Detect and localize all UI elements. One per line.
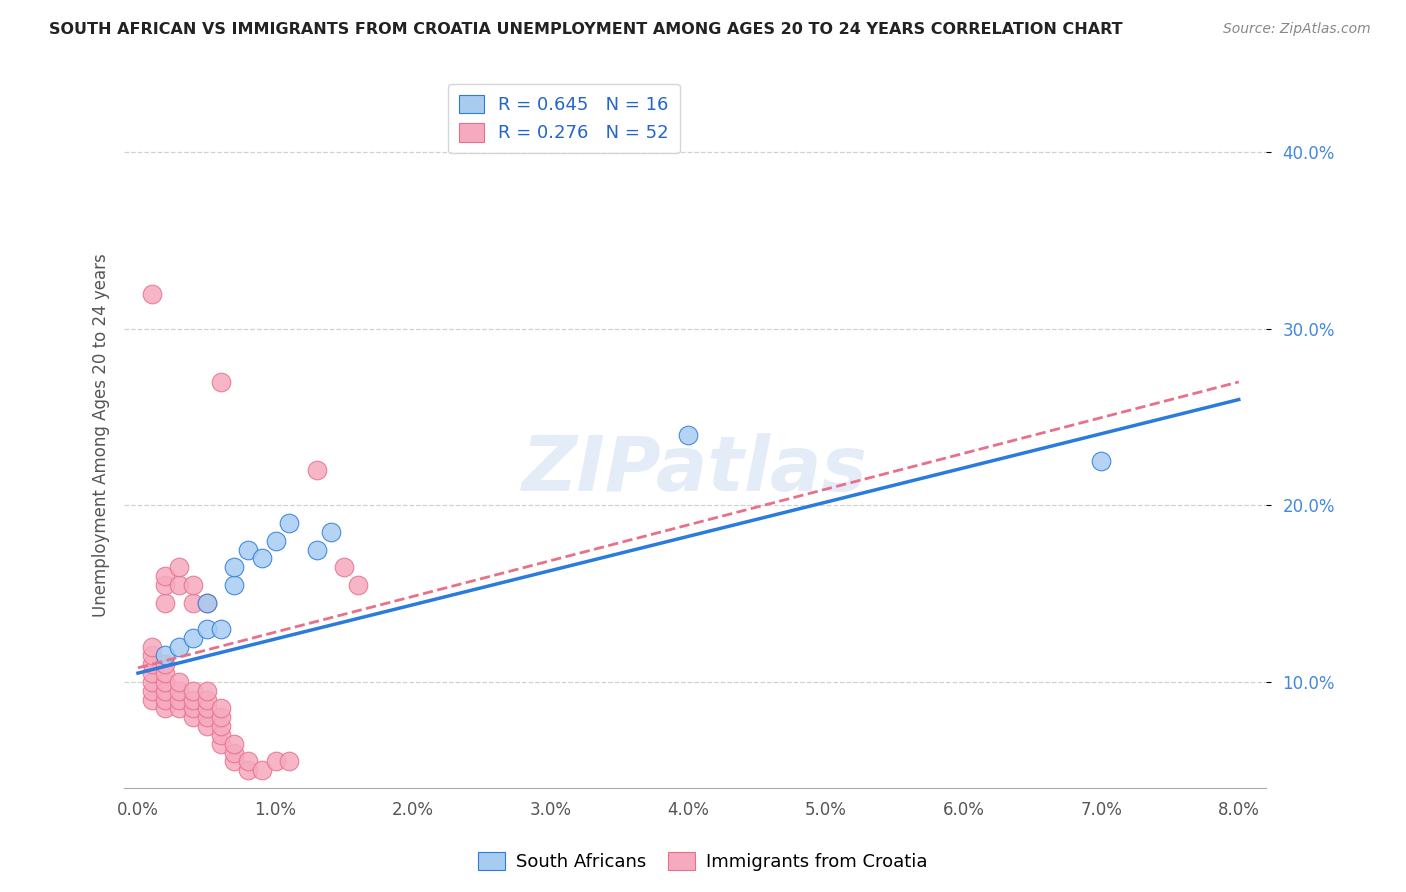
Point — [167, 692, 190, 706]
Point — [305, 463, 328, 477]
Point — [209, 622, 232, 636]
Point — [236, 755, 259, 769]
Point — [141, 648, 163, 663]
Point — [224, 578, 246, 592]
Point — [195, 622, 218, 636]
Point — [209, 701, 232, 715]
Point — [195, 595, 218, 609]
Text: ZIPatlas: ZIPatlas — [522, 434, 869, 508]
Point — [209, 737, 232, 751]
Point — [155, 648, 177, 663]
Point — [236, 542, 259, 557]
Legend: South Africans, Immigrants from Croatia: South Africans, Immigrants from Croatia — [471, 845, 935, 879]
Point — [155, 657, 177, 672]
Point — [224, 560, 246, 574]
Y-axis label: Unemployment Among Ages 20 to 24 years: Unemployment Among Ages 20 to 24 years — [93, 253, 110, 616]
Point — [347, 578, 370, 592]
Point — [209, 719, 232, 733]
Point — [155, 569, 177, 583]
Point — [195, 595, 218, 609]
Point — [155, 675, 177, 690]
Point — [195, 683, 218, 698]
Legend: R = 0.645   N = 16, R = 0.276   N = 52: R = 0.645 N = 16, R = 0.276 N = 52 — [449, 84, 681, 153]
Point — [236, 763, 259, 777]
Point — [141, 640, 163, 654]
Point — [278, 516, 301, 530]
Point — [181, 701, 204, 715]
Point — [155, 701, 177, 715]
Point — [167, 675, 190, 690]
Point — [155, 692, 177, 706]
Point — [319, 524, 342, 539]
Point — [195, 719, 218, 733]
Point — [1090, 454, 1112, 468]
Point — [141, 683, 163, 698]
Text: Source: ZipAtlas.com: Source: ZipAtlas.com — [1223, 22, 1371, 37]
Point — [167, 640, 190, 654]
Point — [141, 692, 163, 706]
Point — [264, 755, 287, 769]
Point — [141, 666, 163, 681]
Point — [224, 755, 246, 769]
Point — [155, 578, 177, 592]
Point — [195, 692, 218, 706]
Point — [181, 692, 204, 706]
Point — [264, 533, 287, 548]
Point — [250, 551, 273, 566]
Point — [181, 710, 204, 724]
Point — [195, 710, 218, 724]
Point — [181, 631, 204, 645]
Point — [333, 560, 356, 574]
Point — [181, 595, 204, 609]
Point — [209, 710, 232, 724]
Point — [181, 683, 204, 698]
Point — [209, 728, 232, 742]
Point — [155, 595, 177, 609]
Text: SOUTH AFRICAN VS IMMIGRANTS FROM CROATIA UNEMPLOYMENT AMONG AGES 20 TO 24 YEARS : SOUTH AFRICAN VS IMMIGRANTS FROM CROATIA… — [49, 22, 1123, 37]
Point — [141, 657, 163, 672]
Point — [181, 578, 204, 592]
Point — [678, 428, 700, 442]
Point — [224, 737, 246, 751]
Point — [167, 578, 190, 592]
Point — [195, 701, 218, 715]
Point — [141, 286, 163, 301]
Point — [250, 763, 273, 777]
Point — [209, 375, 232, 389]
Point — [167, 560, 190, 574]
Point — [167, 701, 190, 715]
Point — [167, 683, 190, 698]
Point — [278, 755, 301, 769]
Point — [141, 675, 163, 690]
Point — [224, 746, 246, 760]
Point — [155, 683, 177, 698]
Point — [305, 542, 328, 557]
Point — [155, 666, 177, 681]
